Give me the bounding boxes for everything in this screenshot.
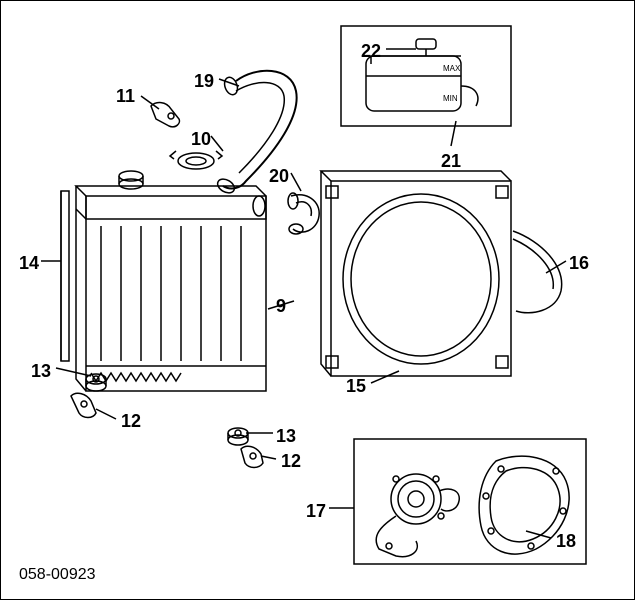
part-number: 058-00923 (19, 566, 96, 584)
callout-10: 10 (191, 129, 211, 150)
seal-strip (61, 191, 69, 361)
callout-20: 20 (269, 166, 289, 187)
callout-12: 12 (121, 411, 141, 432)
lower-mount-right (228, 428, 248, 445)
callout-11: 11 (116, 86, 135, 107)
lower-bracket-right (241, 446, 263, 467)
callout-12b: 12 (281, 451, 301, 472)
lower-bracket-left (71, 393, 96, 417)
svg-text:MAX: MAX (443, 64, 461, 73)
shroud-strap (513, 231, 562, 313)
radiator-cap (170, 151, 222, 169)
callout-19: 19 (194, 71, 214, 92)
callout-17: 17 (306, 501, 326, 522)
callout-22: 22 (361, 41, 381, 62)
callout-13: 13 (31, 361, 51, 382)
callout-15: 15 (346, 376, 366, 397)
fan-shroud (321, 171, 511, 376)
reservoir: MAX MIN (366, 39, 478, 111)
callout-16: 16 (569, 253, 589, 274)
diagram-container: MAX MIN 9 10 11 12 12 13 13 (0, 0, 635, 600)
callout-14: 14 (19, 253, 39, 274)
svg-text:MIN: MIN (443, 94, 458, 103)
water-pump (376, 474, 459, 557)
radiator (76, 171, 266, 391)
callout-9: 9 (276, 296, 286, 317)
lower-hose (288, 193, 319, 234)
callout-18: 18 (556, 531, 576, 552)
callout-21: 21 (441, 151, 461, 172)
callout-13b: 13 (276, 426, 296, 447)
